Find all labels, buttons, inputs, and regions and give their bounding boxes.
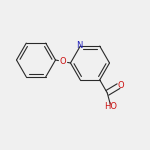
Text: O: O (60, 57, 66, 66)
Text: HO: HO (104, 102, 117, 111)
Text: N: N (76, 41, 83, 50)
Text: O: O (117, 81, 124, 90)
